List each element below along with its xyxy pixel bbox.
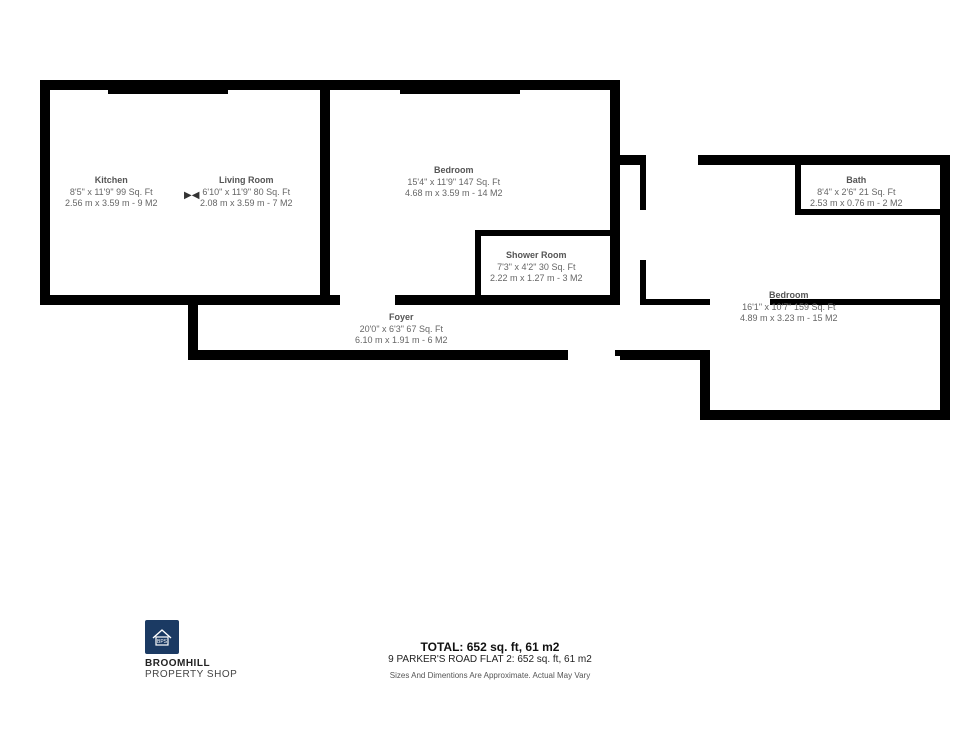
room-label-bath: Bath8'4" x 2'6" 21 Sq. Ft2.53 m x 0.76 m… [810, 175, 903, 210]
room-dims-metric: 2.08 m x 3.59 m - 7 M2 [200, 198, 293, 210]
wall-segment [640, 350, 646, 356]
wall-segment [700, 410, 950, 420]
wall-segment [698, 155, 950, 165]
wall-segment [615, 350, 621, 356]
room-label-foyer: Foyer20'0" x 6'3" 67 Sq. Ft6.10 m x 1.91… [355, 312, 448, 347]
footer-disclaimer: Sizes And Dimentions Are Approximate. Ac… [0, 671, 980, 680]
room-title: Kitchen [65, 175, 158, 187]
room-dims-imperial: 6'10" x 11'9" 80 Sq. Ft [200, 187, 293, 199]
wall-segment [320, 295, 340, 305]
room-title: Bath [810, 175, 903, 187]
footer-address: 9 PARKER'S ROAD FLAT 2: 652 sq. ft, 61 m… [0, 654, 980, 665]
room-title: Shower Room [490, 250, 583, 262]
wall-segment [795, 160, 801, 215]
wall-segment [188, 350, 568, 360]
footer: TOTAL: 652 sq. ft, 61 m2 9 PARKER'S ROAD… [0, 640, 980, 680]
room-title: Living Room [200, 175, 293, 187]
wall-segment [700, 350, 710, 420]
wall-segment [395, 295, 620, 305]
room-dims-imperial: 16'1" x 10'7" 159 Sq. Ft [740, 302, 838, 314]
wall-segment [640, 260, 646, 305]
wall-segment [475, 230, 481, 300]
room-dims-imperial: 15'4" x 11'9" 147 Sq. Ft [405, 177, 503, 189]
wall-segment [40, 80, 50, 305]
wall-segment [108, 86, 228, 94]
wall-segment [475, 230, 620, 236]
footer-total: TOTAL: 652 sq. ft, 61 m2 [0, 640, 980, 654]
room-label-bed2: Bedroom16'1" x 10'7" 159 Sq. Ft4.89 m x … [740, 290, 838, 325]
room-label-bed1: Bedroom15'4" x 11'9" 147 Sq. Ft4.68 m x … [405, 165, 503, 200]
room-dims-metric: 4.89 m x 3.23 m - 15 M2 [740, 313, 838, 325]
room-title: Bedroom [405, 165, 503, 177]
room-label-kitchen: Kitchen8'5" x 11'9" 99 Sq. Ft2.56 m x 3.… [65, 175, 158, 210]
room-dims-metric: 4.68 m x 3.59 m - 14 M2 [405, 188, 503, 200]
room-label-shower: Shower Room7'3" x 4'2" 30 Sq. Ft2.22 m x… [490, 250, 583, 285]
room-title: Foyer [355, 312, 448, 324]
room-dims-metric: 2.22 m x 1.27 m - 3 M2 [490, 273, 583, 285]
room-dims-metric: 2.56 m x 3.59 m - 9 M2 [65, 198, 158, 210]
room-dims-imperial: 8'4" x 2'6" 21 Sq. Ft [810, 187, 903, 199]
wall-segment [40, 295, 330, 305]
wall-segment [620, 350, 710, 360]
wall-segment [640, 155, 646, 210]
wall-segment [188, 300, 198, 360]
room-dims-metric: 2.53 m x 0.76 m - 2 M2 [810, 198, 903, 210]
room-dims-metric: 6.10 m x 1.91 m - 6 M2 [355, 335, 448, 347]
dimension-arrow-icon: ▶◀ [184, 190, 199, 201]
wall-segment [400, 86, 520, 94]
wall-segment [610, 80, 620, 305]
wall-segment [640, 299, 710, 305]
wall-segment [320, 80, 330, 305]
room-dims-imperial: 20'0" x 6'3" 67 Sq. Ft [355, 324, 448, 336]
room-dims-imperial: 7'3" x 4'2" 30 Sq. Ft [490, 262, 583, 274]
room-dims-imperial: 8'5" x 11'9" 99 Sq. Ft [65, 187, 158, 199]
wall-segment [940, 155, 950, 420]
room-label-living: Living Room6'10" x 11'9" 80 Sq. Ft2.08 m… [200, 175, 293, 210]
room-title: Bedroom [740, 290, 838, 302]
floorplan-canvas: ▶◀ Kitchen8'5" x 11'9" 99 Sq. Ft2.56 m x… [0, 0, 980, 735]
